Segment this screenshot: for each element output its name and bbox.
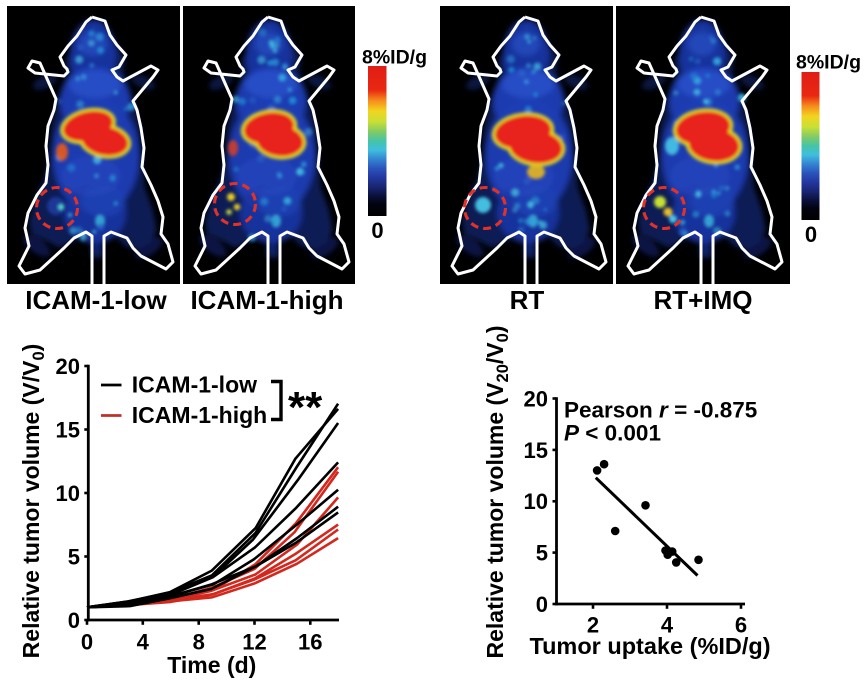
svg-text:8%ID/g: 8%ID/g [796,52,861,74]
svg-text:20: 20 [524,386,548,411]
svg-text:Relative tumor volume (V20/V0): Relative tumor volume (V20/V0) [482,325,512,658]
svg-text:0: 0 [536,592,548,617]
svg-text:P < 0.001: P < 0.001 [564,421,661,446]
svg-text:RT: RT [510,285,545,315]
svg-text:12: 12 [242,630,266,655]
svg-text:Tumor uptake (%ID/g): Tumor uptake (%ID/g) [529,633,770,659]
svg-text:ICAM-1-low: ICAM-1-low [25,285,167,315]
svg-text:6: 6 [735,613,747,638]
svg-text:2: 2 [587,613,599,638]
svg-text:5: 5 [68,544,80,569]
svg-text:0: 0 [68,608,80,633]
svg-text:10: 10 [56,481,80,506]
svg-text:ICAM-1-high: ICAM-1-high [132,402,267,428]
svg-text:Relative tumor volume (V/V0): Relative tumor volume (V/V0) [18,344,48,659]
svg-text:10: 10 [524,489,548,514]
svg-text:20: 20 [56,354,80,379]
svg-text:0: 0 [81,630,93,655]
svg-text:ICAM-1-high: ICAM-1-high [190,285,343,315]
svg-text:ICAM-1-low: ICAM-1-low [132,372,257,398]
svg-text:4: 4 [661,613,674,638]
svg-text:Pearson r = -0.875: Pearson r = -0.875 [564,398,757,423]
svg-text:4: 4 [137,630,150,655]
svg-text:Time (d): Time (d) [167,652,256,678]
svg-text:15: 15 [56,417,80,442]
svg-text:16: 16 [298,630,322,655]
svg-text:15: 15 [524,438,548,463]
svg-text:RT+IMQ: RT+IMQ [654,285,753,315]
svg-text:0: 0 [371,218,383,243]
svg-text:0: 0 [805,222,817,247]
svg-text:8%ID/g: 8%ID/g [362,47,427,69]
svg-text:5: 5 [536,541,548,566]
svg-text:**: ** [288,383,323,432]
svg-text:8: 8 [193,630,205,655]
